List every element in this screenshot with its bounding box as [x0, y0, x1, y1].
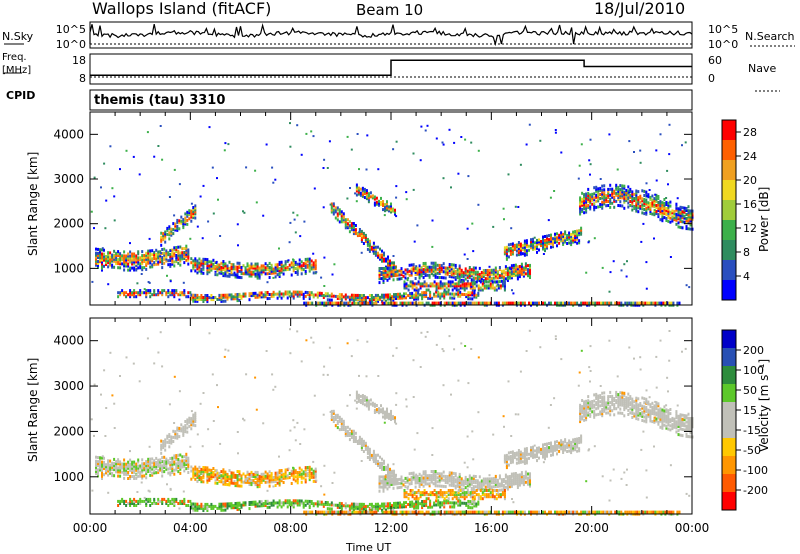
- velocity-panel-cells: [90, 328, 694, 516]
- velocity-colorbar-swatch-5: [722, 420, 736, 438]
- power-colorbar-swatch-3: [722, 180, 736, 200]
- mode-label: themis (tau) 3310: [94, 93, 226, 108]
- velocity-colorbar-swatch-4: [722, 402, 736, 420]
- velocity-colorbar-swatch-7: [722, 456, 736, 474]
- xtick-label-6: 00:00: [675, 521, 710, 535]
- velocity-panel-ytick-3: 4000: [53, 334, 84, 348]
- velocity-colorbar-swatch-6: [722, 438, 736, 456]
- power-colorbar-tick-5: 24: [743, 150, 757, 163]
- nave-label: Nave: [748, 62, 777, 75]
- power-colorbar-tick-3: 16: [743, 198, 757, 211]
- x-axis-label: Time UT: [346, 541, 392, 554]
- freq-ytick-left-bottom: 8: [79, 72, 86, 85]
- velocity-colorbar-swatch-3: [722, 384, 736, 402]
- velocity-colorbar-tick-4: 15: [743, 404, 757, 417]
- velocity-panel-ytick-1: 2000: [53, 424, 84, 438]
- xtick-label-1: 04:00: [173, 521, 208, 535]
- nave-ytick-right-bottom: 0: [708, 72, 715, 85]
- power-colorbar-swatch-1: [722, 140, 736, 160]
- power-colorbar-swatch-6: [722, 240, 736, 260]
- power-colorbar-swatch-8: [722, 280, 736, 300]
- radar-site-title: Wallops Island (fitACF): [92, 0, 272, 18]
- nave-ytick-right-top: 60: [708, 54, 722, 67]
- xtick-label-5: 20:00: [574, 521, 609, 535]
- power-colorbar-tick-2: 12: [743, 222, 757, 235]
- velocity-colorbar-frame: [721, 329, 737, 511]
- velocity-colorbar-tick-5: 50: [743, 384, 757, 397]
- velocity-colorbar-tick-2: -50: [743, 444, 761, 457]
- velocity-colorbar-swatch-0: [722, 330, 736, 348]
- power-colorbar-tick-4: 20: [743, 174, 757, 187]
- cpid-label: CPID: [6, 89, 36, 102]
- velocity-panel-ytick-2: 3000: [53, 379, 84, 393]
- power-colorbar-swatch-7: [722, 260, 736, 280]
- xtick-label-2: 08:00: [273, 521, 308, 535]
- velocity-colorbar-tick-3: -15: [743, 424, 761, 437]
- beam-title: Beam 10: [356, 1, 424, 19]
- noise-ytick-left-bottom: 10^0: [56, 38, 86, 51]
- power-colorbar-swatch-0: [722, 120, 736, 140]
- power-colorbar-swatch-5: [722, 220, 736, 240]
- mhz-label: [MHz]: [2, 65, 32, 76]
- freq-ytick-left-top: 18: [72, 54, 86, 67]
- power-colorbar-frame: [721, 119, 737, 301]
- power-colorbar-swatch-2: [722, 160, 736, 180]
- power-colorbar-swatch-4: [722, 200, 736, 220]
- power-panel-ytick-0: 1000: [53, 261, 84, 275]
- velocity-colorbar-swatch-8: [722, 474, 736, 492]
- noise-ytick-right-bottom: 10^0: [708, 38, 738, 51]
- velocity-colorbar-swatch-9: [722, 492, 736, 510]
- nsearch-label: N.Search: [745, 30, 795, 43]
- velocity-colorbar-tick-6: 100: [743, 364, 764, 377]
- power-colorbar-tick-6: 28: [743, 126, 757, 139]
- noise-ytick-left-top: 10^5: [56, 23, 86, 36]
- velocity-colorbar-tick-7: 200: [743, 344, 764, 357]
- power-colorbar-tick-1: 8: [743, 246, 750, 259]
- date-title: 18/Jul/2010: [594, 0, 686, 18]
- xtick-label-4: 16:00: [474, 521, 509, 535]
- frequency-line: [90, 59, 692, 77]
- power-colorbar-tick-0: 4: [743, 270, 750, 283]
- cpid-panel-frame: [89, 89, 693, 111]
- velocity-panel-ytick-0: 1000: [53, 470, 84, 484]
- velocity-colorbar-tick-1: -100: [743, 464, 768, 477]
- velocity-colorbar-tick-0: -200: [743, 484, 768, 497]
- nsky-label: N.Sky: [2, 30, 34, 43]
- xtick-label-3: 12:00: [374, 521, 409, 535]
- power-panel-ytick-1: 2000: [53, 217, 84, 231]
- velocity-colorbar-swatch-1: [722, 348, 736, 366]
- freq-panel-frame: [89, 53, 693, 85]
- velocity-colorbar-swatch-2: [722, 366, 736, 384]
- xtick-label-0: 00:00: [73, 521, 108, 535]
- nsky-noise-line: [89, 23, 693, 47]
- power-panel-cells: [90, 122, 694, 307]
- power-panel-ytick-3: 4000: [53, 127, 84, 141]
- noise-ytick-right-top: 10^5: [708, 23, 738, 36]
- freq-label: Freq.: [2, 52, 27, 63]
- power-panel-ytick-2: 3000: [53, 172, 84, 186]
